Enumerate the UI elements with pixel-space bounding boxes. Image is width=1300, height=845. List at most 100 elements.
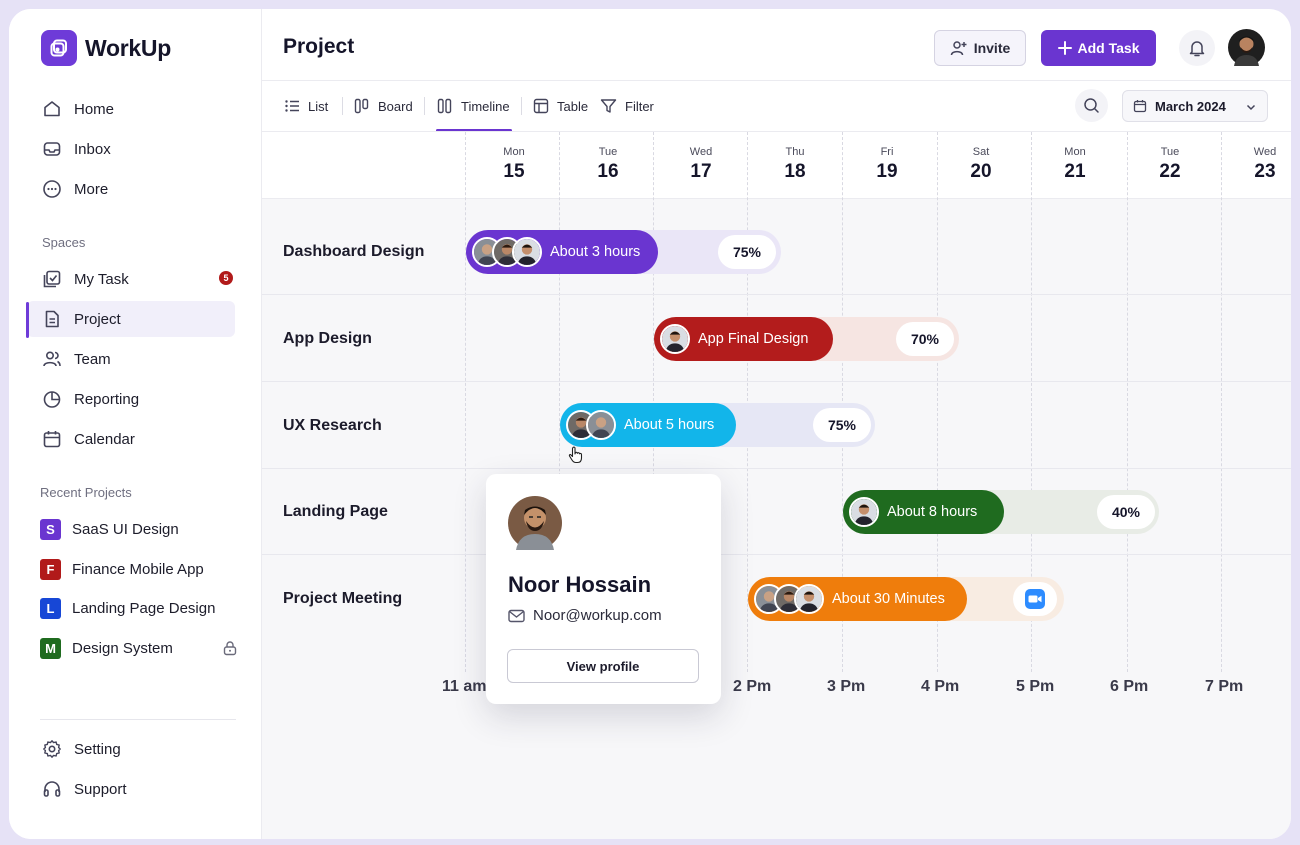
search-button[interactable] bbox=[1075, 89, 1108, 122]
task-bar-ux-research[interactable]: About 5 hours bbox=[560, 403, 736, 447]
sidebar-item-label: Inbox bbox=[74, 140, 111, 158]
sidebar-item-project[interactable]: Project bbox=[27, 301, 235, 337]
tab-timeline[interactable]: Timeline bbox=[437, 95, 510, 117]
pie-chart-icon bbox=[41, 388, 63, 410]
task-bar-landing-page[interactable]: About 8 hours bbox=[843, 490, 1004, 534]
sidebar-item-label: Reporting bbox=[74, 390, 140, 408]
row-divider bbox=[262, 294, 1291, 295]
grid-line bbox=[1127, 132, 1128, 672]
profile-email: Noor@workup.com bbox=[508, 607, 662, 624]
time-label: 6 Pm bbox=[1110, 678, 1149, 695]
invite-label: Invite bbox=[973, 40, 1011, 56]
plus-icon bbox=[1057, 41, 1072, 55]
sidebar-item-label: More bbox=[74, 180, 109, 198]
logo[interactable]: WorkUp bbox=[41, 30, 171, 66]
sidebar-item-calendar[interactable]: Calendar bbox=[27, 421, 235, 457]
recent-project-design-system[interactable]: M Design System bbox=[27, 630, 238, 666]
list-icon bbox=[284, 98, 300, 114]
filter-label: Filter bbox=[625, 98, 654, 114]
app-name: WorkUp bbox=[85, 34, 171, 61]
time-label: 2 Pm bbox=[733, 678, 772, 695]
day-column: Fri 19 bbox=[876, 146, 898, 182]
time-label: 5 Pm bbox=[1016, 678, 1055, 695]
task-bar-label: About 30 Minutes bbox=[832, 591, 945, 607]
sidebar-item-label: Calendar bbox=[74, 430, 135, 448]
sidebar-divider bbox=[40, 719, 236, 720]
month-picker[interactable]: March 2024 bbox=[1122, 90, 1268, 122]
tab-separator bbox=[424, 97, 425, 115]
grid-line bbox=[937, 132, 938, 672]
grid-line bbox=[465, 132, 466, 672]
sidebar-item-reporting[interactable]: Reporting bbox=[27, 381, 235, 417]
invite-button[interactable]: Invite bbox=[934, 30, 1026, 66]
tab-separator bbox=[521, 97, 522, 115]
notification-badge: 5 bbox=[219, 271, 233, 285]
team-icon bbox=[41, 348, 63, 370]
task-icon bbox=[41, 268, 63, 290]
sidebar-item-label: Team bbox=[74, 350, 111, 368]
assignee-avatars bbox=[566, 410, 616, 440]
sidebar-item-my-task[interactable]: My Task bbox=[27, 261, 235, 297]
time-label: 3 Pm bbox=[827, 678, 866, 695]
day-column: Mon 21 bbox=[1064, 146, 1086, 182]
tab-label: Table bbox=[557, 98, 589, 114]
project-letter: M bbox=[40, 637, 61, 659]
recent-projects-heading: Recent Projects bbox=[40, 485, 132, 500]
assignee-avatars bbox=[754, 584, 824, 614]
notifications-button[interactable] bbox=[1179, 30, 1215, 66]
profile-popover: Noor Hossain Noor@workup.com View profil… bbox=[486, 474, 721, 704]
tab-label: Board bbox=[378, 98, 413, 114]
sidebar-item-team[interactable]: Team bbox=[27, 341, 235, 377]
calendar-icon bbox=[41, 428, 63, 450]
add-user-icon bbox=[950, 39, 968, 57]
progress-percent: 75% bbox=[718, 235, 776, 269]
sidebar-item-home[interactable]: Home bbox=[27, 91, 235, 127]
task-bar-dashboard-design[interactable]: About 3 hours bbox=[466, 230, 658, 274]
time-label: 7 Pm bbox=[1205, 678, 1244, 695]
tab-table[interactable]: Table bbox=[533, 95, 588, 117]
sidebar-item-label: My Task bbox=[74, 270, 129, 288]
filter-button[interactable]: Filter bbox=[600, 95, 654, 117]
row-divider bbox=[262, 381, 1291, 382]
avatar bbox=[512, 237, 542, 267]
view-profile-button[interactable]: View profile bbox=[507, 649, 699, 683]
task-bar-project-meeting[interactable]: About 30 Minutes bbox=[748, 577, 967, 621]
sidebar-item-label: Home bbox=[74, 100, 115, 118]
tab-separator bbox=[342, 97, 343, 115]
grid-line bbox=[1031, 132, 1032, 672]
recent-project-finance[interactable]: F Finance Mobile App bbox=[27, 551, 235, 587]
avatar bbox=[586, 410, 616, 440]
row-label-project-meeting: Project Meeting bbox=[283, 590, 403, 607]
task-bar-label: App Final Design bbox=[698, 331, 809, 347]
meeting-link-button[interactable] bbox=[1013, 582, 1057, 616]
sidebar-item-more[interactable]: More bbox=[27, 171, 235, 207]
grid-line bbox=[653, 132, 654, 672]
user-avatar[interactable] bbox=[1228, 29, 1265, 66]
tab-label: Timeline bbox=[461, 98, 510, 114]
avatar bbox=[660, 324, 690, 354]
row-divider bbox=[262, 468, 1291, 469]
grid-line bbox=[842, 132, 843, 672]
timeline-icon bbox=[437, 98, 453, 114]
email-text: Noor@workup.com bbox=[533, 607, 662, 624]
more-icon bbox=[41, 178, 63, 200]
task-bar-app-design[interactable]: App Final Design bbox=[654, 317, 833, 361]
video-call-icon bbox=[1025, 589, 1045, 609]
assignee-avatars bbox=[660, 324, 690, 354]
tab-board[interactable]: Board bbox=[354, 95, 413, 117]
spaces-heading: Spaces bbox=[42, 235, 86, 250]
sidebar-item-inbox[interactable]: Inbox bbox=[27, 131, 235, 167]
day-column: Thu 18 bbox=[784, 146, 806, 182]
recent-project-saas[interactable]: S SaaS UI Design bbox=[27, 511, 235, 547]
sidebar-item-setting[interactable]: Setting bbox=[27, 731, 235, 767]
day-column: Wed 17 bbox=[689, 146, 713, 182]
sidebar-item-label: Setting bbox=[74, 740, 121, 758]
add-task-button[interactable]: Add Task bbox=[1041, 30, 1156, 66]
sidebar-item-support[interactable]: Support bbox=[27, 771, 235, 807]
page-title: Project bbox=[283, 35, 355, 58]
row-divider bbox=[262, 554, 1291, 555]
tab-list[interactable]: List bbox=[284, 95, 328, 117]
recent-project-landing[interactable]: L Landing Page Design bbox=[27, 590, 235, 626]
lock-icon bbox=[222, 640, 238, 660]
logo-icon bbox=[41, 30, 77, 66]
